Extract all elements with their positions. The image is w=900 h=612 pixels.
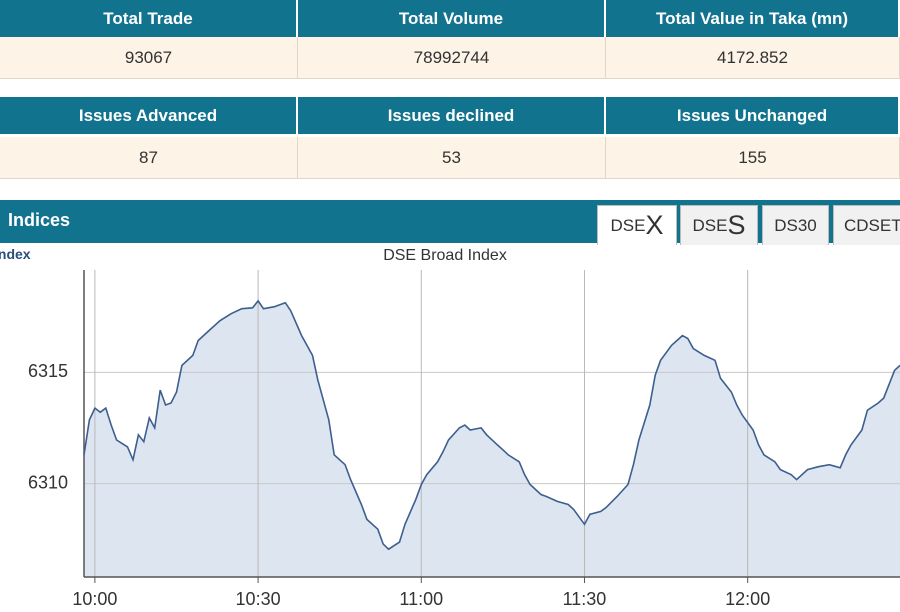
stats-header: Total Trade Total Volume Total Value in … [0,0,900,37]
x-tick-label: 11:00 [399,589,443,609]
area [84,300,900,577]
tab[interactable]: DSE S [680,205,758,245]
x-tick-label: 11:30 [563,589,607,609]
header-cell: Total Volume [298,0,606,37]
panel-title: Indices [8,210,71,230]
y-tick-label: 6310 [28,472,68,492]
x-tick-label: 12:00 [725,589,770,609]
index-link[interactable]: Index [0,246,31,262]
header-cell: Total Value in Taka (mn) [606,0,900,37]
value-cell: 4172.852 [606,37,900,78]
line [83,299,900,551]
x-tick-label: 10:00 [72,589,117,609]
issues-header: Issues Advanced Issues declined Issues U… [0,97,900,134]
header-cell: Total Trade [0,0,298,37]
tab[interactable]: DSE X [597,205,677,245]
stats-values: 93067 78992744 4172.852 [0,37,900,79]
value-cell: 87 [0,137,298,178]
header-cell: Issues Unchanged [606,97,900,134]
issues-values: 87 53 155 [0,137,900,179]
chart-title: DSE Broad Index [383,247,507,264]
value-cell: 78992744 [298,37,606,78]
value-cell: 93067 [0,37,298,78]
value-cell: 155 [606,137,900,178]
tab[interactable]: CDSET [833,205,900,245]
header-cell: Issues declined [298,97,606,134]
value-cell: 53 [298,137,606,178]
header-cell: Issues Advanced [0,97,298,134]
x-tick-label: 10:30 [236,589,281,609]
tab[interactable]: DS30 [762,205,829,245]
y-tick-label: 6315 [28,361,68,381]
